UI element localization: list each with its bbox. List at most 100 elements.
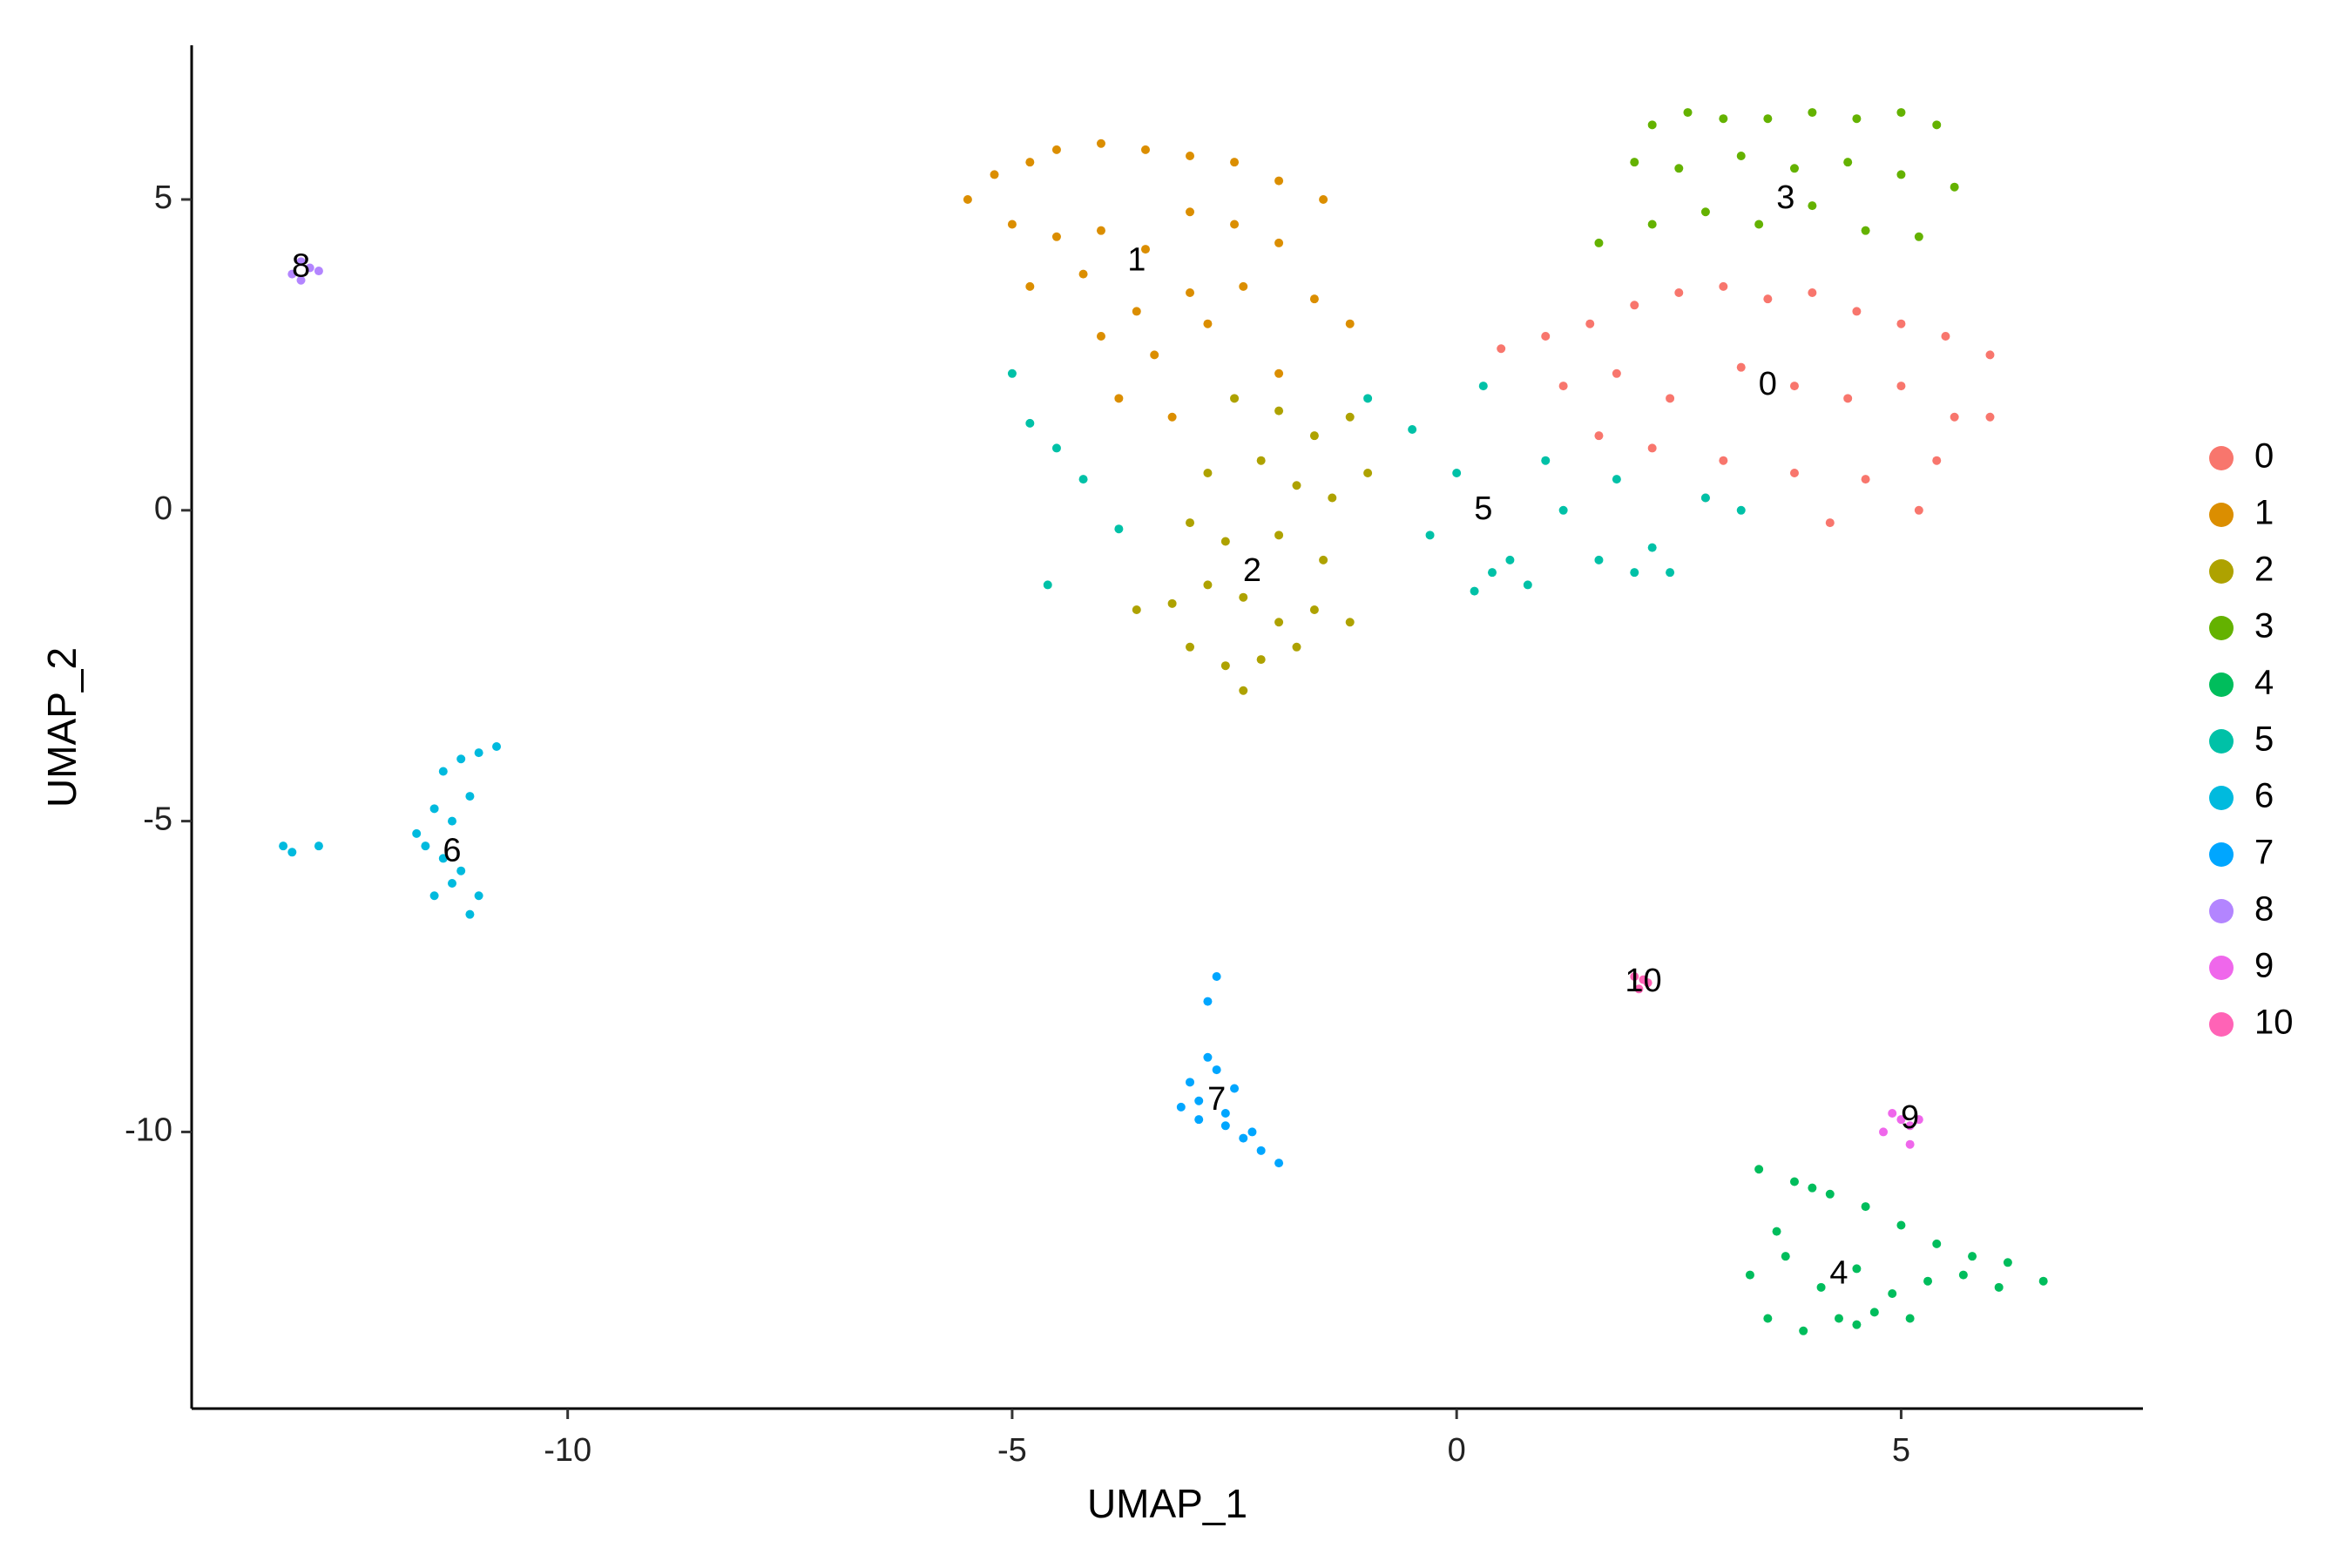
- point: [1425, 531, 1435, 540]
- point: [1132, 605, 1141, 614]
- legend-marker: [2209, 559, 2234, 584]
- point: [1985, 350, 1995, 360]
- point: [1025, 158, 1035, 167]
- point: [1230, 394, 1240, 403]
- point: [1220, 1109, 1230, 1119]
- point: [1789, 468, 1799, 477]
- point: [1808, 288, 1817, 298]
- point: [1861, 475, 1870, 484]
- point: [1869, 1308, 1879, 1317]
- point: [1799, 1326, 1808, 1335]
- cluster-label: 7: [1207, 1081, 1226, 1118]
- x-tick-label: 0: [1448, 1432, 1466, 1469]
- point: [279, 841, 288, 851]
- point: [1114, 394, 1124, 403]
- point: [1239, 592, 1248, 602]
- point: [1043, 580, 1052, 590]
- y-tick-label: 0: [154, 490, 172, 527]
- point: [1763, 114, 1773, 124]
- cluster-label: 0: [1759, 366, 1777, 402]
- point: [1239, 686, 1248, 695]
- legend-marker: [2209, 616, 2234, 640]
- point: [1051, 232, 1061, 241]
- point: [1239, 1133, 1248, 1143]
- point: [1007, 220, 1017, 229]
- point: [1896, 170, 1906, 179]
- point: [1968, 1252, 1977, 1261]
- point: [1487, 568, 1497, 578]
- point: [1834, 1314, 1843, 1323]
- point: [1274, 176, 1284, 186]
- point: [287, 848, 297, 857]
- point: [1808, 108, 1817, 118]
- point: [1647, 443, 1657, 453]
- point: [1167, 412, 1177, 422]
- point: [1186, 288, 1195, 298]
- cluster-label: 6: [443, 832, 461, 868]
- y-tick-label: 5: [154, 179, 172, 216]
- x-axis-title: UMAP_1: [1087, 1481, 1247, 1526]
- point: [438, 854, 448, 863]
- point: [429, 891, 439, 901]
- point: [1256, 456, 1266, 465]
- point: [1167, 598, 1177, 608]
- point: [1203, 580, 1213, 590]
- point: [1905, 1314, 1915, 1323]
- y-tick-label: -10: [125, 1112, 172, 1148]
- x-tick-label: -5: [997, 1432, 1027, 1469]
- point: [1594, 238, 1604, 247]
- point: [1896, 319, 1906, 328]
- point: [1763, 1314, 1773, 1323]
- point: [1754, 220, 1764, 229]
- point: [1763, 294, 1773, 304]
- point: [1363, 468, 1373, 477]
- point: [1558, 382, 1568, 391]
- cluster-label: 3: [1776, 179, 1794, 216]
- point: [1309, 294, 1319, 304]
- legend-marker: [2209, 503, 2234, 527]
- point: [1203, 997, 1213, 1006]
- point: [1328, 493, 1337, 503]
- point: [1230, 220, 1240, 229]
- point: [1203, 1052, 1213, 1062]
- point: [1861, 1202, 1870, 1212]
- legend-label: 1: [2254, 494, 2274, 532]
- point: [1896, 1220, 1906, 1230]
- point: [1923, 1276, 1933, 1286]
- point: [1309, 431, 1319, 441]
- point: [1594, 431, 1604, 441]
- x-tick-label: 5: [1892, 1432, 1910, 1469]
- point: [1932, 1239, 1942, 1248]
- point: [1274, 1159, 1284, 1168]
- point: [1594, 555, 1604, 564]
- point: [1941, 331, 1950, 341]
- point: [1558, 505, 1568, 515]
- point: [314, 841, 323, 851]
- point: [1140, 245, 1150, 254]
- point: [1643, 978, 1652, 988]
- point: [1914, 505, 1923, 515]
- point: [1647, 120, 1657, 130]
- point: [474, 891, 483, 901]
- legend-marker: [2209, 786, 2234, 810]
- point: [1683, 108, 1693, 118]
- point: [314, 267, 323, 276]
- legend-label: 3: [2254, 607, 2274, 645]
- point: [1634, 984, 1644, 994]
- point: [1220, 661, 1230, 671]
- point: [305, 263, 314, 273]
- point: [1212, 1065, 1221, 1075]
- point: [456, 754, 466, 764]
- point: [1194, 1115, 1204, 1125]
- point: [1700, 207, 1710, 217]
- point: [1585, 319, 1595, 328]
- point: [1025, 281, 1035, 291]
- legend-marker: [2209, 446, 2234, 470]
- point: [1194, 1096, 1204, 1105]
- point: [1825, 518, 1835, 528]
- point: [1789, 164, 1799, 173]
- point: [287, 269, 297, 279]
- point: [1896, 108, 1906, 118]
- point: [1541, 331, 1551, 341]
